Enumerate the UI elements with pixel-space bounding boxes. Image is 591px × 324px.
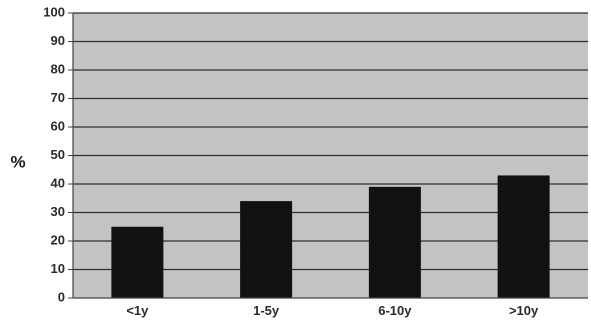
y-tick-labels: 0 10 20 30 40 50 60 70 80 90 100 <box>43 4 65 304</box>
gridlines <box>73 12 588 271</box>
y-tick-label: 60 <box>51 118 65 133</box>
y-tick-label: 100 <box>43 4 65 19</box>
x-tick-labels: <1y 1-5y 6-10y >10y <box>126 303 539 318</box>
bars <box>111 175 550 298</box>
x-tick-label: 1-5y <box>253 303 280 318</box>
x-tick-label: >10y <box>509 303 539 318</box>
bar-3 <box>368 186 421 298</box>
y-tick-label: 10 <box>51 261 65 276</box>
axes <box>68 12 588 299</box>
y-tick-label: 40 <box>51 175 65 190</box>
x-tick-label: <1y <box>126 303 149 318</box>
bar-4 <box>497 175 550 298</box>
x-tick-label: 6-10y <box>378 303 412 318</box>
y-tick-label: 20 <box>51 232 65 247</box>
y-tick-label: 30 <box>51 204 65 219</box>
bar-1 <box>111 226 164 298</box>
y-tick-label: 0 <box>58 289 65 304</box>
y-tick-label: 80 <box>51 61 65 76</box>
y-axis-label: % <box>10 152 25 171</box>
y-tick-label: 50 <box>51 147 65 162</box>
y-tick-label: 70 <box>51 90 65 105</box>
bar-2 <box>240 201 293 298</box>
y-tick-label: 90 <box>51 33 65 48</box>
